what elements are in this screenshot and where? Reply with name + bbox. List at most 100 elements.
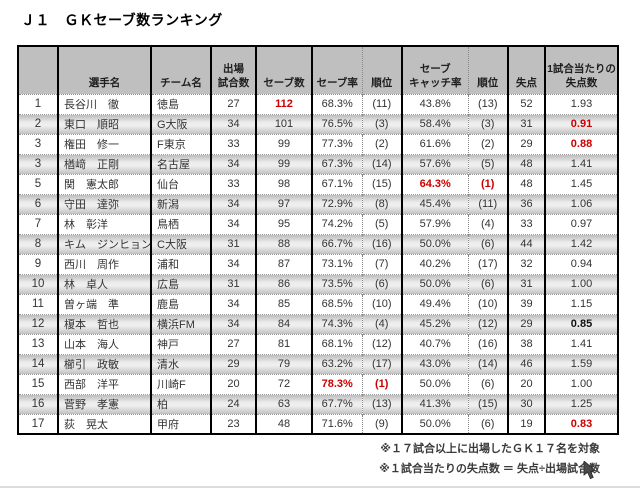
rank-cell: 17 [31,417,45,430]
save-catch-rate-cell: 49.4% [401,294,468,314]
saves-cell: 63 [255,394,312,414]
player-name-cell: 楢﨑 正剛 [57,154,151,174]
footnote-formula: ※１試合当たりの失点数 ＝ 失点÷出場試合数 [379,463,600,475]
save-catch-rate-cell: 43.0% [401,354,468,374]
player-name-cell: 曽ヶ端 準 [57,294,151,314]
games-played-cell: 33 [210,134,256,154]
goals-conceded-cell: 33 [507,214,545,234]
saves-cell: 84 [255,314,312,334]
rank-cell: 9 [34,258,42,270]
saves-cell: 48 [255,414,312,434]
player-name-cell: 菅野 孝憲 [57,394,151,414]
goals-per-game-cell: 1.45 [544,174,618,194]
column-header-rank [18,46,58,94]
team-name-cell: F東京 [150,134,211,154]
column-header-player-name: 選手名 [57,46,151,94]
save-rate-rank-cell: (2) [361,134,402,154]
goals-per-game-cell: 1.00 [544,374,618,394]
rank-cell: 14 [18,354,58,374]
table-row: 9 西川 周作 浦和 34 87 73.1% (7) 40.2% (17) 32 0.94 [18,254,618,274]
save-catch-rate-cell: 45.4% [401,194,468,214]
games-played-cell: 24 [210,394,256,414]
save-catch-rate-rank-cell: (2) [467,134,508,154]
games-played-cell: 34 [210,194,256,214]
save-catch-rate-cell: 58.4% [401,114,468,134]
save-catch-rate-cell: 64.3% [401,174,468,194]
saves-cell: 99 [255,154,312,174]
games-played-cell: 27 [210,94,256,114]
goals-conceded-cell: 48 [507,154,545,174]
goals-conceded-cell: 29 [507,314,545,334]
games-played-cell: 23 [210,414,256,434]
save-catch-rate-cell: 41.3% [401,394,468,414]
table-row: 1 長谷川 徹徳島 27 112 68.3% (11) 43.8% (13) 52 1.93 [18,94,618,114]
goals-per-game-cell: 1.59 [544,354,618,374]
player-name-cell: 西部 洋平 [57,374,151,394]
games-played-cell: 20 [210,374,256,394]
goals-per-game-cell: 0.88 [544,134,618,154]
saves-cell: 87 [255,254,312,274]
save-rate-rank-cell: (10) [361,294,402,314]
column-header-goals-conceded: 失点 [507,46,545,94]
goals-per-game-cell: 1.06 [544,194,618,214]
goals-conceded-cell: 52 [507,94,545,114]
games-played-cell: 34 [210,214,256,234]
games-played-cell: 29 [210,354,256,374]
rank-cell: 16 [18,394,58,414]
saves-cell: 88 [255,234,312,254]
saves-cell: 79 [255,354,312,374]
goals-conceded-cell: 29 [507,134,545,154]
team-name-cell: 鹿島 [150,294,211,314]
goals-conceded-cell: 32 [507,254,545,274]
save-rate-rank-cell: (16) [361,234,402,254]
save-rate-rank-cell: (7) [361,254,402,274]
column-header-goals-per-game: 1試合当たりの 失点数 [544,46,618,94]
rank-cell: 5 [34,178,42,190]
saves-cell: 98 [255,174,312,194]
games-played-cell: 34 [210,154,256,174]
save-rate-rank-cell: (13) [361,394,402,414]
player-name-cell: 権田 修一 [57,134,151,154]
team-name-cell: 新潟 [150,194,211,214]
games-played-cell: 33 [210,174,256,194]
saves-cell: 81 [255,334,312,354]
goals-per-game-cell: 1.42 [544,234,618,254]
table-row: 3 楢﨑 正剛 名古屋 34 99 67.3% (14) 57.6% (5) 48 1.41 [18,154,618,174]
table-row: 11 曽ヶ端 準鹿島 34 85 68.5% (10) 49.4% (10) 39 1.15 [18,294,618,314]
goals-per-game-cell: 0.94 [544,254,618,274]
rank-cell: 10 [18,274,58,294]
save-rate-cell: 66.7% [311,234,362,254]
goals-per-game-cell: 1.41 [544,334,618,354]
save-catch-rate-rank-cell: (12) [467,314,508,334]
goals-per-game-cell: 0.85 [544,314,618,334]
save-catch-rate-rank-cell: (11) [467,194,508,214]
rank-cell: 12 [18,314,58,334]
rank-cell: 7 [34,218,42,230]
save-catch-rate-rank-cell: (13) [467,94,508,114]
goals-conceded-cell: 31 [507,114,545,134]
column-header-save-rate-rank: 順位 [361,46,402,94]
goals-per-game-cell: 1.93 [544,94,618,114]
games-played-cell: 31 [210,234,256,254]
rank-cell: 3 [18,154,58,174]
save-catch-rate-rank-cell: (6) [467,234,508,254]
rank-cell: 13 [31,338,45,350]
goals-conceded-cell: 19 [507,414,545,434]
saves-cell: 112 [255,94,312,114]
player-name-cell: 東口 順昭 [57,114,151,134]
player-name-cell: 長谷川 徹 [57,94,151,114]
save-rate-rank-cell: (4) [361,314,402,334]
table-row: 13 山本 海人 神戸 27 81 68.1% (12) 40.7% (16) 38 1.41 [18,334,618,354]
gk-save-ranking-table: 選手名 チーム名 出場 試合数 セーブ数 セーブ率 順位 セーブ キャッチ率 順位 失点 1試合当… [17,45,619,435]
save-catch-rate-cell: 57.9% [401,214,468,234]
save-rate-rank-cell: (1) [361,374,402,394]
save-rate-cell: 76.5% [311,114,362,134]
save-catch-rate-rank-cell: (6) [467,414,508,434]
save-rate-cell: 78.3% [311,374,362,394]
player-name-cell: 林 卓人 [57,274,151,294]
save-rate-cell: 73.5% [311,274,362,294]
save-catch-rate-rank-cell: (6) [467,274,508,294]
table-row: 17 荻 晃太 甲府 23 48 71.6% (9) 50.0% (6) 19 0.83 [18,414,618,434]
save-rate-rank-cell: (5) [361,214,402,234]
column-header-team-name: チーム名 [150,46,211,94]
